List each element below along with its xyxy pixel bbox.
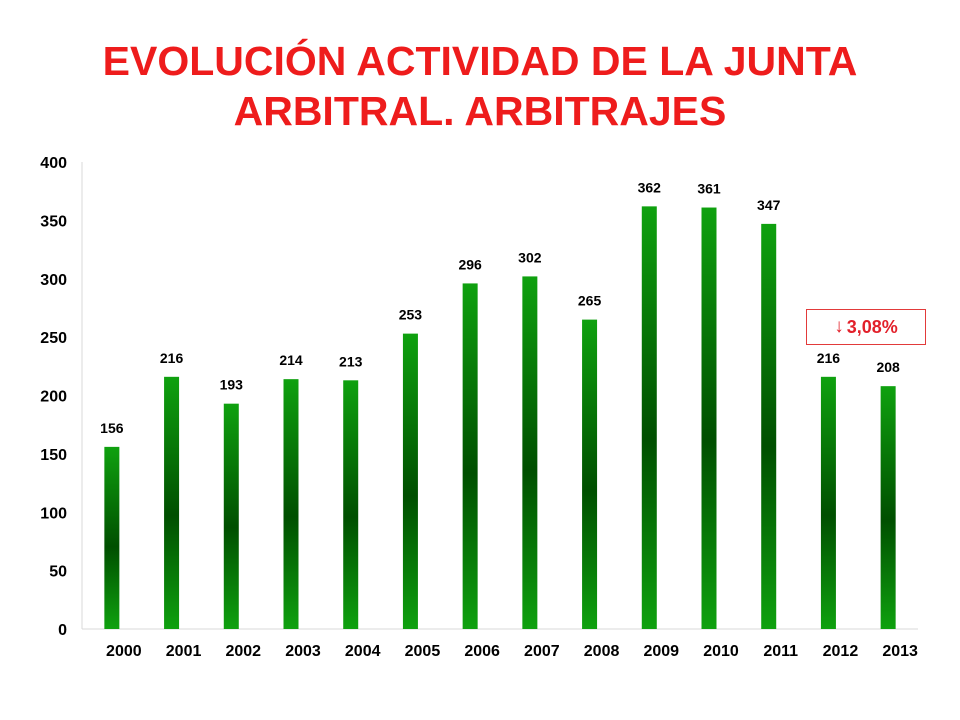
y-tick-label: 300 [40, 272, 67, 289]
data-label-2009: 362 [638, 179, 662, 195]
x-tick-label: 2011 [763, 643, 798, 660]
x-tick-label: 2009 [643, 643, 679, 660]
page-title: EVOLUCIÓN ACTIVIDAD DE LA JUNTA ARBITRAL… [0, 36, 960, 136]
bar-2010 [701, 207, 717, 629]
x-tick-label: 2003 [285, 643, 321, 660]
data-label-2002: 193 [220, 377, 244, 393]
data-label-2007: 302 [518, 249, 542, 265]
y-tick-label: 350 [40, 213, 67, 230]
title-line-1: EVOLUCIÓN ACTIVIDAD DE LA JUNTA [102, 38, 858, 84]
data-label-2000: 156 [100, 420, 124, 436]
y-tick-label: 50 [49, 564, 67, 581]
x-tick-label: 2005 [405, 643, 441, 660]
bar-2013 [880, 386, 896, 629]
data-label-2003: 214 [279, 352, 303, 368]
y-tick-label: 0 [58, 622, 67, 639]
bar-2008 [582, 319, 598, 629]
y-tick-label: 100 [40, 505, 67, 522]
bar-2007 [522, 276, 538, 629]
x-tick-label: 2000 [106, 643, 142, 660]
y-tick-label: 200 [40, 389, 67, 406]
x-tick-label: 2013 [882, 643, 918, 660]
down-arrow-icon: ↓ [834, 316, 844, 337]
data-label-2001: 216 [160, 350, 184, 366]
data-label-2004: 213 [339, 353, 363, 369]
bar-2005 [402, 333, 418, 629]
bar-2001 [164, 376, 180, 629]
data-label-2010: 361 [697, 181, 721, 197]
data-label-2013: 208 [876, 359, 900, 375]
y-tick-label: 400 [40, 155, 67, 172]
bar-2006 [462, 283, 478, 629]
bar-2000 [104, 446, 120, 629]
title-line-2: ARBITRAL. ARBITRAJES [233, 88, 727, 134]
x-tick-label: 2001 [166, 643, 202, 660]
x-tick-label: 2008 [584, 643, 620, 660]
x-tick-label: 2002 [225, 643, 261, 660]
percent-change-annotation: ↓ 3,08% [806, 309, 926, 345]
x-tick-label: 2004 [345, 643, 381, 660]
bar-2009 [641, 206, 657, 630]
y-tick-label: 150 [40, 447, 67, 464]
data-label-2006: 296 [458, 256, 482, 272]
data-label-2005: 253 [399, 307, 423, 323]
bar-2011 [761, 223, 777, 629]
data-label-2012: 216 [817, 350, 841, 366]
x-tick-label: 2010 [703, 643, 739, 660]
x-tick-label: 2007 [524, 643, 560, 660]
bar-2012 [820, 376, 836, 629]
bar-2004 [343, 380, 359, 629]
x-tick-label: 2006 [464, 643, 500, 660]
bar-2003 [283, 379, 299, 629]
y-tick-label: 250 [40, 330, 67, 347]
bar-2002 [223, 403, 239, 629]
data-label-2008: 265 [578, 293, 602, 309]
data-label-2011: 347 [757, 197, 781, 213]
x-tick-label: 2012 [823, 643, 859, 660]
percent-change-text: 3,08% [846, 316, 898, 337]
